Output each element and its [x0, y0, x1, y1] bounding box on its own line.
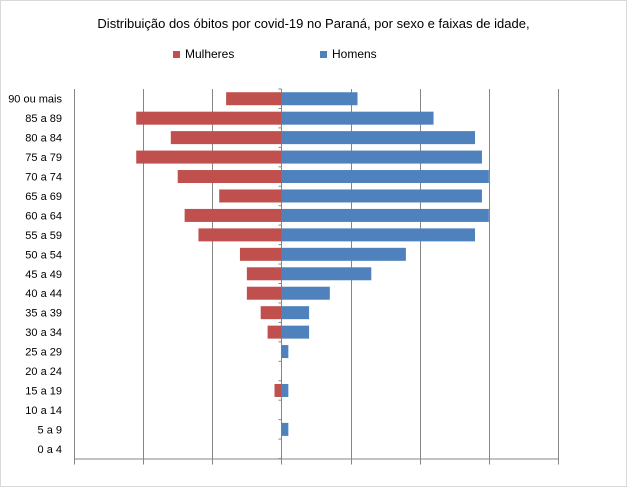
category-label: 10 a 14	[25, 405, 62, 417]
legend-swatch-homens	[320, 50, 327, 58]
category-label: 85 a 89	[25, 113, 62, 125]
bar-mulheres	[239, 247, 282, 261]
bar-mulheres	[246, 267, 282, 281]
bar-homens	[281, 228, 476, 242]
bar-homens	[281, 131, 476, 145]
bar-mulheres	[267, 325, 282, 339]
legend-label-mulheres: Mulheres	[185, 47, 235, 61]
chart-title: Distribuição dos óbitos por covid-19 no …	[97, 16, 530, 31]
bar-mulheres	[246, 286, 282, 300]
category-label: 20 a 24	[25, 366, 62, 378]
category-label: 5 a 9	[38, 424, 62, 436]
category-label: 75 a 79	[25, 152, 62, 164]
bar-homens	[281, 92, 358, 106]
chart-legend: Mulheres Homens	[0, 47, 627, 63]
bar-mulheres	[170, 131, 282, 145]
bar-mulheres	[136, 111, 282, 125]
legend-item-homens: Homens	[320, 47, 377, 61]
category-label: 60 a 64	[25, 210, 62, 222]
bar-mulheres	[198, 228, 282, 242]
category-label: 65 a 69	[25, 191, 62, 203]
bar-homens	[281, 111, 434, 125]
category-label: 35 a 39	[25, 308, 62, 320]
legend-item-mulheres: Mulheres	[173, 47, 234, 61]
bar-mulheres	[274, 383, 282, 397]
legend-label-homens: Homens	[332, 47, 377, 61]
bar-homens	[281, 150, 482, 164]
bar-mulheres	[177, 170, 282, 184]
bar-homens	[281, 247, 406, 261]
bar-mulheres	[136, 150, 282, 164]
category-label: 40 a 44	[25, 288, 62, 300]
category-label: 70 a 74	[25, 172, 62, 184]
category-label: 0 a 4	[38, 444, 62, 456]
bar-homens	[281, 267, 372, 281]
category-label: 90 ou mais	[8, 94, 62, 106]
bar-mulheres	[184, 208, 282, 222]
bar-homens	[281, 325, 310, 339]
category-label: 25 a 29	[25, 347, 62, 359]
category-label: 15 a 19	[25, 385, 62, 397]
bar-homens	[281, 383, 289, 397]
bar-homens	[281, 189, 482, 203]
category-label: 55 a 59	[25, 230, 62, 242]
category-label: 50 a 54	[25, 249, 62, 261]
bar-mulheres	[219, 189, 282, 203]
bar-homens	[281, 286, 330, 300]
bar-mulheres	[226, 92, 282, 106]
legend-swatch-mulheres	[173, 50, 180, 58]
bar-homens	[281, 306, 310, 320]
bar-homens	[281, 422, 289, 436]
bar-homens	[281, 208, 489, 222]
bar-mulheres	[260, 306, 282, 320]
bar-homens	[281, 345, 289, 359]
bar-homens	[281, 170, 489, 184]
category-label: 45 a 49	[25, 269, 62, 281]
category-label: 30 a 34	[25, 327, 62, 339]
category-label: 80 a 84	[25, 133, 62, 145]
